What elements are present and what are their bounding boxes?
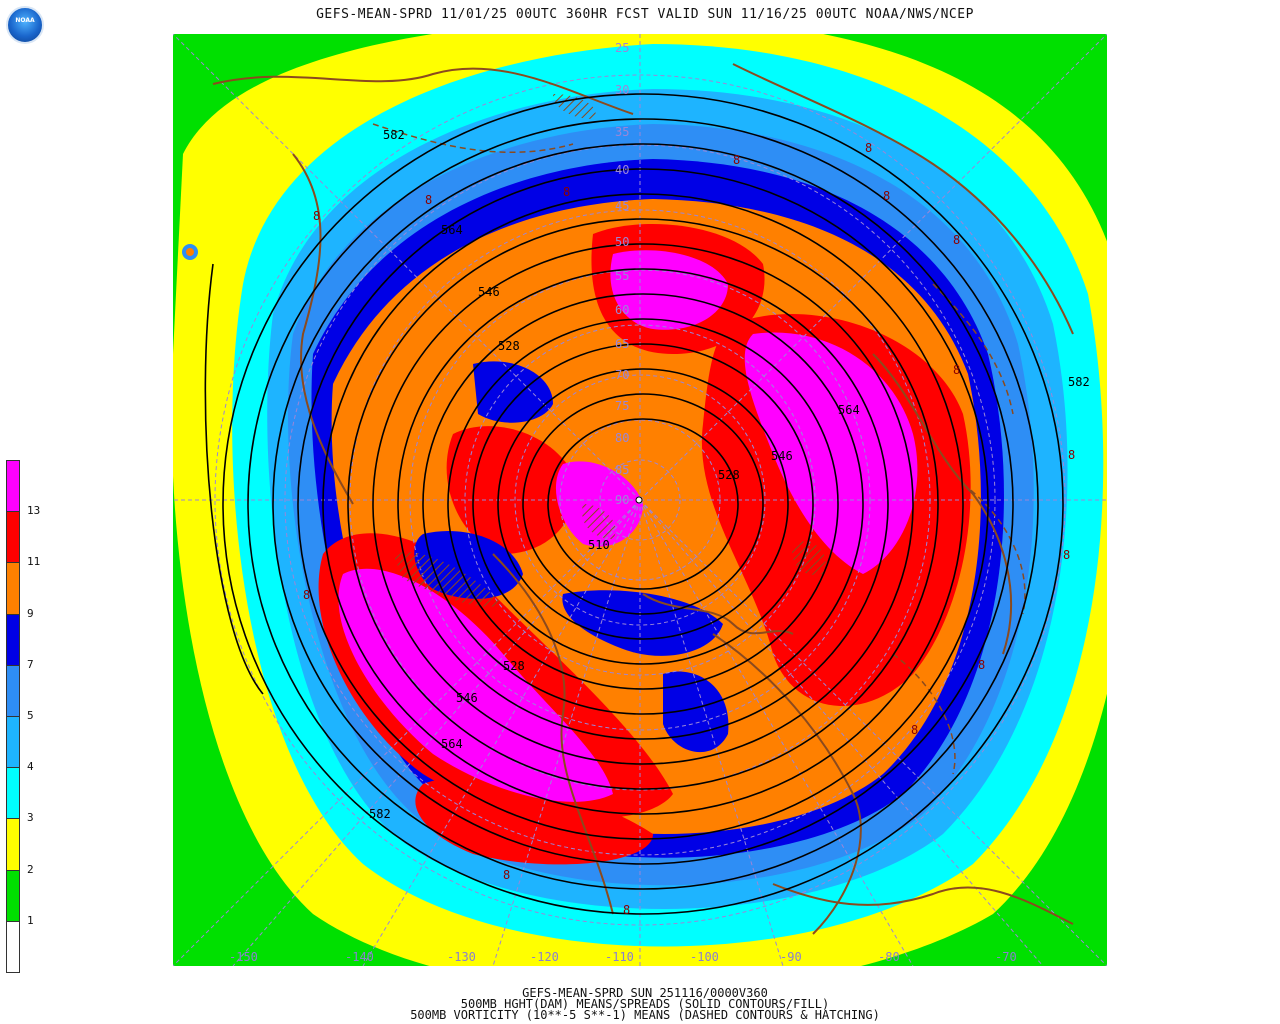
latitude-labels: 25 30 35 40 45 50 55 60 65 70 75 80 85 9… (615, 41, 629, 507)
spread-fill-darkblue-inner3 (663, 671, 729, 753)
coastlines (212, 63, 1074, 935)
lat-label: 45 (615, 199, 629, 213)
vort-label: 8 (953, 233, 960, 247)
spread-fill-magenta-west (338, 568, 613, 802)
colorbar-segment (6, 664, 20, 717)
lat-label: 90 (615, 493, 629, 507)
lat-label: 50 (615, 235, 629, 249)
colorbar-segment (6, 460, 20, 513)
vorticity-labels: 8 8 8 8 8 8 8 8 8 8 8 8 8 8 8 (303, 141, 1075, 917)
height-label: 564 (441, 737, 463, 751)
lat-label: 75 (615, 399, 629, 413)
lon-label: -120 (530, 950, 559, 964)
height-label: 546 (478, 285, 500, 299)
north-pole-marker (635, 496, 643, 504)
footer-line-1: GEFS-MEAN-SPRD SUN 251116/0000V360 (522, 986, 768, 1000)
spread-fill-red-south (415, 777, 653, 865)
noaa-logo: NOAA (6, 6, 44, 44)
lat-label: 60 (615, 303, 629, 317)
height-label: 528 (498, 339, 520, 353)
colorbar-label: 1 (27, 913, 34, 927)
footer-line-3: 500MB VORTICITY (10**-5 S**-1) MEANS (DA… (410, 1008, 880, 1022)
height-label: 546 (456, 691, 478, 705)
colorbar-label: 2 (27, 862, 34, 876)
vort-label: 8 (313, 209, 320, 223)
vort-label: 8 (1068, 448, 1075, 462)
colorbar-segment (6, 562, 20, 615)
vorticity-hatch-1 (393, 552, 503, 607)
colorbar-label: 9 (27, 606, 34, 620)
chart-title: GEFS-MEAN-SPRD 11/01/25 00UTC 360HR FCST… (316, 7, 974, 22)
vorticity-hatch-2 (582, 504, 616, 539)
vort-label: 8 (623, 903, 630, 917)
spread-fill-magenta-center (555, 461, 643, 547)
vort-label: 8 (733, 153, 740, 167)
lat-label: 30 (615, 83, 629, 97)
vort-label: 8 (883, 189, 890, 203)
lat-label: 40 (615, 163, 629, 177)
lon-label: -150 (229, 950, 258, 964)
colorbar-segment (6, 920, 20, 973)
colorbar-label: 13 (27, 504, 41, 518)
vort-label: 8 (503, 868, 510, 882)
vort-label: 8 (865, 141, 872, 155)
lon-label: -140 (345, 950, 374, 964)
height-label: 528 (718, 468, 740, 482)
vort-label: 8 (978, 658, 985, 672)
lat-label: 85 (615, 463, 629, 477)
vort-label: 8 (563, 185, 570, 199)
height-label: 510 (588, 538, 610, 552)
colorbar-segment (6, 716, 20, 769)
lon-label: -80 (878, 950, 900, 964)
vorticity-hatch-4 (553, 94, 596, 119)
footer-line-2: 500MB HGHT(DAM) MEANS/SPREADS (SOLID CON… (460, 997, 830, 1011)
height-label: 564 (441, 223, 463, 237)
lon-label: -130 (447, 950, 476, 964)
colorbar-segment (6, 818, 20, 871)
lat-label: 80 (615, 431, 629, 445)
height-labels: 582 564 546 528 510 528 546 564 582 528 … (369, 128, 1090, 821)
lon-label: -90 (780, 950, 802, 964)
height-label: 564 (838, 403, 860, 417)
lat-label: 55 (615, 269, 629, 283)
height-label: 546 (771, 449, 793, 463)
spread-fill-red-center (446, 426, 575, 554)
map-canvas: 582 564 546 528 510 528 546 564 582 528 … (173, 34, 1107, 966)
height-contours (204, 93, 1064, 915)
colorbar-label: 7 (27, 657, 34, 671)
lat-label: 35 (615, 125, 629, 139)
colorbar-label: 3 (27, 811, 34, 825)
lon-label: -100 (690, 950, 719, 964)
lat-label: 65 (615, 337, 629, 351)
vort-label: 8 (953, 363, 960, 377)
vort-label: 8 (425, 193, 432, 207)
colorbar-label: 4 (27, 760, 34, 774)
spread-blob-core (186, 248, 194, 256)
colorbar: 1 2 3 4 5 7 9 11 13 (6, 460, 40, 973)
vort-label: 8 (303, 588, 310, 602)
height-label: 582 (383, 128, 405, 142)
lat-label: 70 (615, 368, 629, 382)
vort-label: 8 (911, 723, 918, 737)
colorbar-segment (6, 767, 20, 820)
spread-fill-darkblue-inner4 (473, 361, 553, 423)
height-label: 582 (1068, 375, 1090, 389)
lon-label: -70 (995, 950, 1017, 964)
colorbar-segment (6, 511, 20, 564)
colorbar-label: 5 (27, 709, 34, 722)
vorticity-hatch-3 (792, 541, 826, 575)
height-label: 528 (503, 659, 525, 673)
vort-label: 8 (1063, 548, 1070, 562)
noaa-logo-text: NOAA (15, 17, 35, 24)
forecast-map: 582 564 546 528 510 528 546 564 582 528 … (173, 34, 1107, 966)
lon-label: -110 (605, 950, 634, 964)
colorbar-segment (6, 869, 20, 922)
colorbar-segment (6, 613, 20, 666)
colorbar-label: 11 (27, 555, 41, 569)
lat-label: 25 (615, 41, 629, 55)
height-label: 582 (369, 807, 391, 821)
